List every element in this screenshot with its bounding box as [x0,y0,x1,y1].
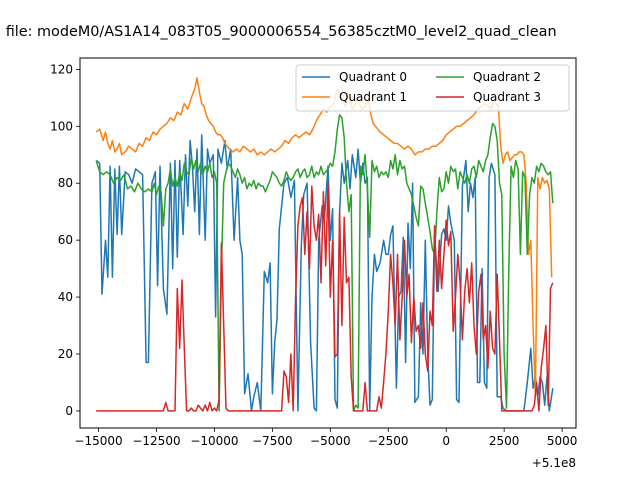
legend: Quadrant 0 Quadrant 1 Quadrant 2 Quadrant 3 [295,64,570,112]
y-tick-label: 80 [58,176,73,190]
x-tick-label: −5000 [310,434,351,448]
series-line-quadrant-3 [96,182,554,412]
x-tick-label: −2500 [368,434,409,448]
chart-title: n file: modeM0/AS1A14_083T05_9000006554_… [0,24,557,40]
y-tick-label: 100 [50,119,73,133]
x-axis: −15000 −12500 −10000 −7500 −5000 −2500 0 2500 50… [74,428,577,448]
y-tick-label: 0 [65,404,73,418]
x-tick-label: −7500 [252,434,293,448]
legend-label-quadrant-3: Quadrant 3 [473,90,541,104]
x-tick-label: −10000 [190,434,238,448]
y-tick-label: 20 [58,347,73,361]
y-tick-label: 120 [50,62,73,76]
legend-label-quadrant-0: Quadrant 0 [339,70,407,84]
x-tick-label: −12500 [132,434,180,448]
y-tick-label: 60 [58,233,73,247]
plot-area [95,77,554,412]
y-axis: 0 20 40 60 80 100 120 [50,62,80,418]
series-line-quadrant-2 [95,114,554,412]
axes-frame [79,57,577,429]
x-tick-label: 0 [442,434,450,448]
x-tick-label: −15000 [74,434,122,448]
legend-label-quadrant-1: Quadrant 1 [339,90,407,104]
series-line-quadrant-0 [95,134,554,412]
x-tick-label: 5000 [547,434,578,448]
legend-box [295,64,570,112]
legend-label-quadrant-2: Quadrant 2 [473,70,541,84]
y-tick-label: 40 [58,290,73,304]
x-axis-offset-label: +5.1e8 [532,456,576,470]
x-tick-label: 2500 [489,434,520,448]
